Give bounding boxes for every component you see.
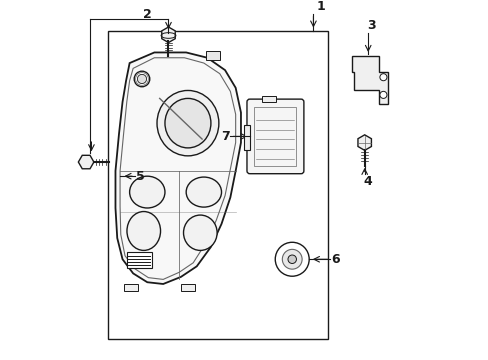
Polygon shape xyxy=(357,135,371,150)
Text: 2: 2 xyxy=(142,9,151,22)
Circle shape xyxy=(379,74,386,81)
Circle shape xyxy=(287,255,296,264)
Polygon shape xyxy=(78,155,94,169)
FancyBboxPatch shape xyxy=(246,99,303,174)
Circle shape xyxy=(134,71,149,87)
Bar xyxy=(262,96,276,102)
Circle shape xyxy=(282,249,302,269)
Circle shape xyxy=(379,91,386,98)
Text: 7: 7 xyxy=(220,130,229,143)
Ellipse shape xyxy=(164,98,210,148)
Ellipse shape xyxy=(186,177,221,207)
Bar xyxy=(126,252,151,268)
Bar xyxy=(244,125,250,150)
Text: 4: 4 xyxy=(363,175,372,188)
Text: 6: 6 xyxy=(331,253,339,266)
Text: 3: 3 xyxy=(366,19,375,32)
Polygon shape xyxy=(124,284,138,291)
Polygon shape xyxy=(351,56,387,104)
Bar xyxy=(205,51,219,59)
Bar xyxy=(108,31,327,339)
Bar xyxy=(254,107,296,166)
Ellipse shape xyxy=(157,90,219,156)
Ellipse shape xyxy=(127,212,160,251)
Circle shape xyxy=(137,75,146,84)
Ellipse shape xyxy=(129,176,164,208)
Circle shape xyxy=(275,242,308,276)
Polygon shape xyxy=(181,284,195,291)
Polygon shape xyxy=(115,53,241,284)
Ellipse shape xyxy=(183,215,217,251)
Polygon shape xyxy=(162,27,175,42)
Text: 5: 5 xyxy=(136,170,144,183)
Text: 1: 1 xyxy=(315,0,324,13)
